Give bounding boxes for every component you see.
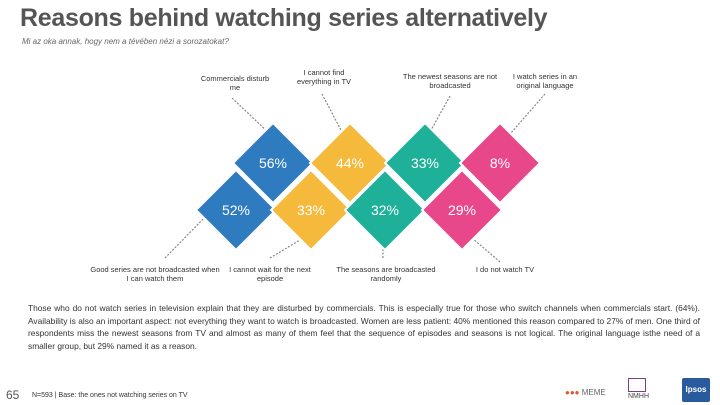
connector-8	[464, 231, 501, 263]
diamond-0	[231, 121, 315, 205]
connector-56	[231, 97, 271, 135]
page-number: 65	[6, 388, 20, 402]
diamond-value-4: 32%	[371, 202, 399, 218]
diamond-3	[269, 168, 353, 252]
connector-33a	[269, 239, 301, 259]
label-cannot-find: I cannot find everything in TV	[296, 68, 352, 86]
label-good-series: Good series are not broadcasted when I c…	[90, 265, 220, 283]
diamond-value-5: 33%	[411, 155, 439, 171]
diamond-value-2: 44%	[336, 155, 364, 171]
diamond-7	[458, 121, 542, 205]
nmhh-logo: NMHH	[628, 378, 649, 400]
ipsos-logo: Ipsos	[682, 378, 710, 402]
connector-33b	[429, 95, 451, 133]
diamond-value-3: 33%	[297, 202, 325, 218]
diamond-value-7: 8%	[490, 155, 510, 171]
diamond-2	[308, 121, 392, 205]
page-title: Reasons behind watching series alternati…	[20, 4, 548, 32]
footnote: N=593 | Base: the ones not watching seri…	[32, 392, 188, 399]
label-randomly: The seasons are broadcasted randomly	[336, 265, 436, 283]
diamond-4	[343, 168, 427, 252]
connector-29	[509, 93, 546, 135]
label-no-tv: I do not watch TV	[475, 265, 535, 274]
diamond-1	[194, 168, 278, 252]
body-paragraph: Those who do not watch series in televis…	[28, 303, 700, 351]
diamond-6	[420, 168, 504, 252]
label-commercials: Commercials disturb me	[200, 74, 270, 92]
label-original-language: I watch series in an original language	[512, 72, 578, 90]
page-subtitle: Mi az oka annak, hogy nem a tévében nézi…	[22, 37, 229, 46]
nmhh-mark-icon	[628, 378, 646, 392]
diamond-value-0: 56%	[259, 155, 287, 171]
diamond-value-6: 29%	[448, 202, 476, 218]
diamond-diagram: 56% 52% 44% 33% 32% 33% 29% 8%	[164, 93, 546, 263]
meme-logo: ●●● MEME	[565, 388, 606, 397]
label-newest: The newest seasons are not broadcasted	[402, 72, 498, 90]
label-cannot-wait: I cannot wait for the next episode	[229, 265, 311, 283]
connector-44	[321, 93, 343, 133]
diamond-5	[383, 121, 467, 205]
meme-dots-icon: ●●●	[565, 388, 580, 397]
connector-52	[164, 211, 211, 259]
diamond-value-1: 52%	[222, 202, 250, 218]
